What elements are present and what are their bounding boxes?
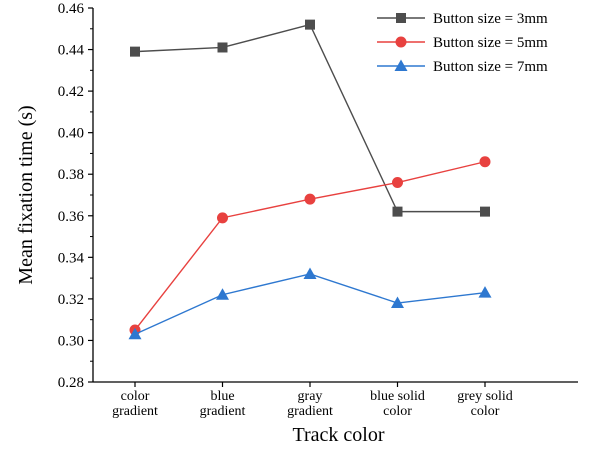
data-point	[478, 286, 492, 298]
legend-item-3: Button size = 7mm	[377, 59, 548, 75]
series-line	[134, 161, 486, 331]
y-tick-label: 0.44	[58, 43, 85, 59]
x-tick-label-line: gradient	[112, 404, 158, 419]
x-tick-label-line: grey solid	[457, 389, 513, 404]
x-tick-label-line: gray	[298, 389, 323, 404]
y-tick-label: 0.28	[58, 375, 84, 391]
series-1	[130, 19, 490, 217]
y-tick-label: 0.38	[58, 167, 84, 183]
x-tick-label-line: color	[121, 389, 150, 404]
x-tick-label: color gradient	[112, 389, 158, 419]
data-point	[217, 42, 228, 53]
y-tick-label: 0.42	[58, 84, 84, 100]
data-point	[479, 156, 491, 168]
data-point	[217, 212, 228, 224]
data-point	[216, 288, 229, 300]
x-tick-label-line: blue	[210, 389, 234, 404]
y-tick-label: 0.34	[58, 250, 85, 266]
data-point	[303, 267, 317, 279]
x-axis-title: Track color	[292, 424, 384, 446]
x-tick-label: blue solid color	[370, 389, 425, 419]
x-tick-label-line: gradient	[287, 404, 333, 419]
series-line	[134, 273, 486, 335]
y-axis-title: Mean fixation time (s)	[15, 105, 37, 284]
x-tick-label: blue gradient	[200, 389, 246, 419]
y-tick-label: 0.30	[58, 333, 84, 349]
y-tick-label: 0.32	[58, 292, 84, 308]
legend-label: Button size = 5mm	[433, 35, 548, 51]
x-tick-label: grey solid color	[457, 389, 513, 419]
legend: Button size = 3mm Button size = 5mm Button…	[377, 11, 548, 75]
legend-marker	[394, 59, 408, 71]
legend-label: Button size = 3mm	[433, 11, 548, 27]
data-point	[130, 46, 140, 57]
data-point	[305, 19, 315, 30]
x-tick-label-line: blue solid	[370, 389, 425, 404]
legend-marker	[396, 13, 406, 23]
legend-item-1: Button size = 3mm	[377, 11, 548, 27]
x-tick-label: gray gradient	[287, 389, 333, 419]
series-3	[128, 267, 492, 340]
data-point	[391, 296, 404, 309]
data-point	[392, 206, 403, 217]
legend-label: Button size = 7mm	[433, 59, 548, 75]
y-tick-label: 0.36	[58, 209, 85, 225]
x-tick-label-line: color	[471, 404, 500, 419]
x-tick-label-line: gradient	[200, 404, 246, 419]
x-tick-label-line: color	[383, 404, 412, 419]
legend-marker	[395, 36, 407, 48]
data-point	[304, 193, 316, 205]
data-point	[128, 327, 142, 340]
series-line	[134, 23, 485, 213]
data-point	[480, 206, 490, 217]
y-tick-label: 0.40	[58, 126, 84, 142]
data-series	[128, 19, 492, 340]
series-2	[129, 156, 491, 336]
data-point	[392, 177, 403, 189]
y-tick-label: 0.46	[58, 1, 85, 17]
legend-item-2: Button size = 5mm	[377, 35, 548, 51]
y-axis-ticks: 0.28 0.30 0.32 0.34 0.36 0.38 0.40 0.42 0.44 0.46	[58, 1, 93, 391]
